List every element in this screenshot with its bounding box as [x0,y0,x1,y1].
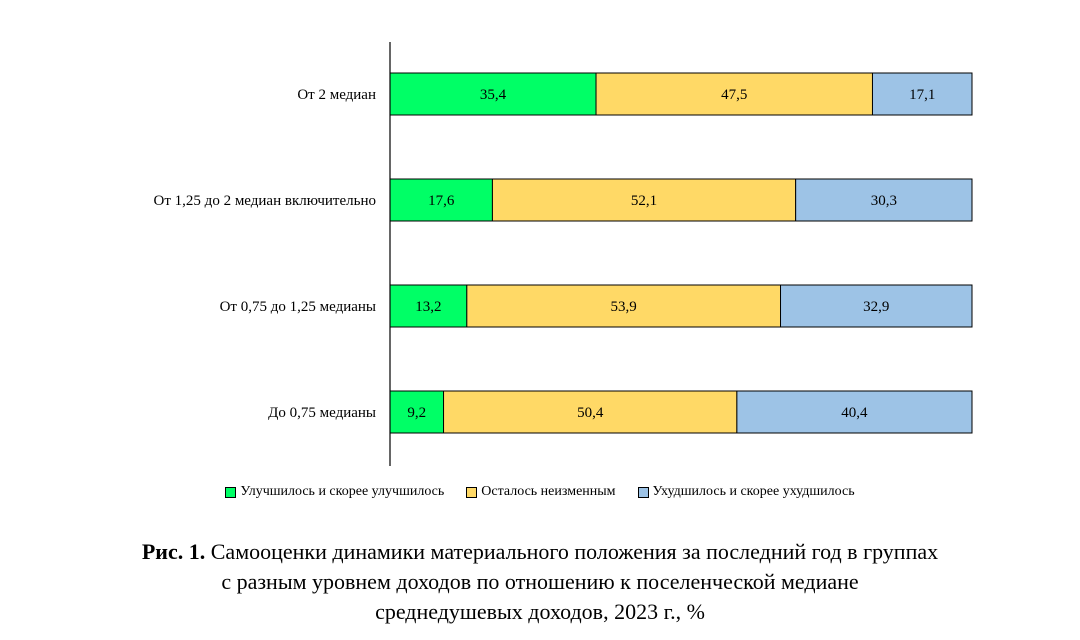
bar-segment [595,72,873,116]
data-label: 47,5 [721,87,747,103]
legend-label-improved: Улучшилось и скорее улучшилось [240,484,445,499]
data-label: 9,2 [407,405,426,421]
bar-segment [389,72,597,116]
legend-label-worsened: Ухудшилось и скорее ухудшилось [652,484,855,499]
caption-prefix: Рис. 1. [141,539,206,564]
legend-swatch-improved [225,486,237,498]
caption-line-1: Рис. 1. Самооценки динамики материальног… [0,537,1080,567]
data-label: 32,9 [863,299,889,315]
caption-line-3: среднедушевых доходов, 2023 г., % [375,599,705,624]
bar-segment [736,390,973,434]
bar-segment [466,284,782,328]
caption-line-2: с разным уровнем доходов по отношению к … [221,569,859,594]
data-label: 17,1 [909,87,935,103]
data-label: 50,4 [577,405,604,421]
category-label: От 2 медиан [297,87,376,103]
bar-segment [491,178,797,222]
legend-item-improved: Улучшилось и скорее улучшилось [225,484,444,500]
bar-segment [389,284,468,328]
legend-swatch-unchanged [466,486,478,498]
category-label: До 0,75 медианы [268,405,376,421]
bar-segment [871,72,973,116]
figure-caption: Рис. 1. Самооценки динамики материальног… [0,537,1080,627]
data-label: 35,4 [480,87,507,103]
stacked-bar-chart: От 2 медиан 35,4 47,5 17,1 От 1,25 до 2 меди… [154,42,973,466]
bar-segment [780,284,973,328]
legend-item-worsened: Ухудшилось и скорее ухудшилось [637,484,855,500]
data-label: 52,1 [631,193,657,209]
data-label: 13,2 [415,299,441,315]
bar-segment [389,390,445,434]
category-label: От 1,25 до 2 медиан включительно [154,193,376,209]
data-label: 17,6 [428,193,455,209]
bar-segment [795,178,973,222]
caption-line-1-text: Самооценки динамики материального положе… [205,539,939,564]
legend-label-unchanged: Осталось неизменным [481,484,616,499]
category-label: От 0,75 до 1,25 медианы [220,299,376,315]
data-label: 53,9 [611,299,637,315]
legend-item-unchanged: Осталось неизменным [466,484,616,500]
data-label: 40,4 [841,405,868,421]
chart-legend: Улучшилось и скорее улучшилось Осталось … [0,484,1080,500]
data-label: 30,3 [871,193,897,209]
legend-swatch-worsened [637,486,649,498]
